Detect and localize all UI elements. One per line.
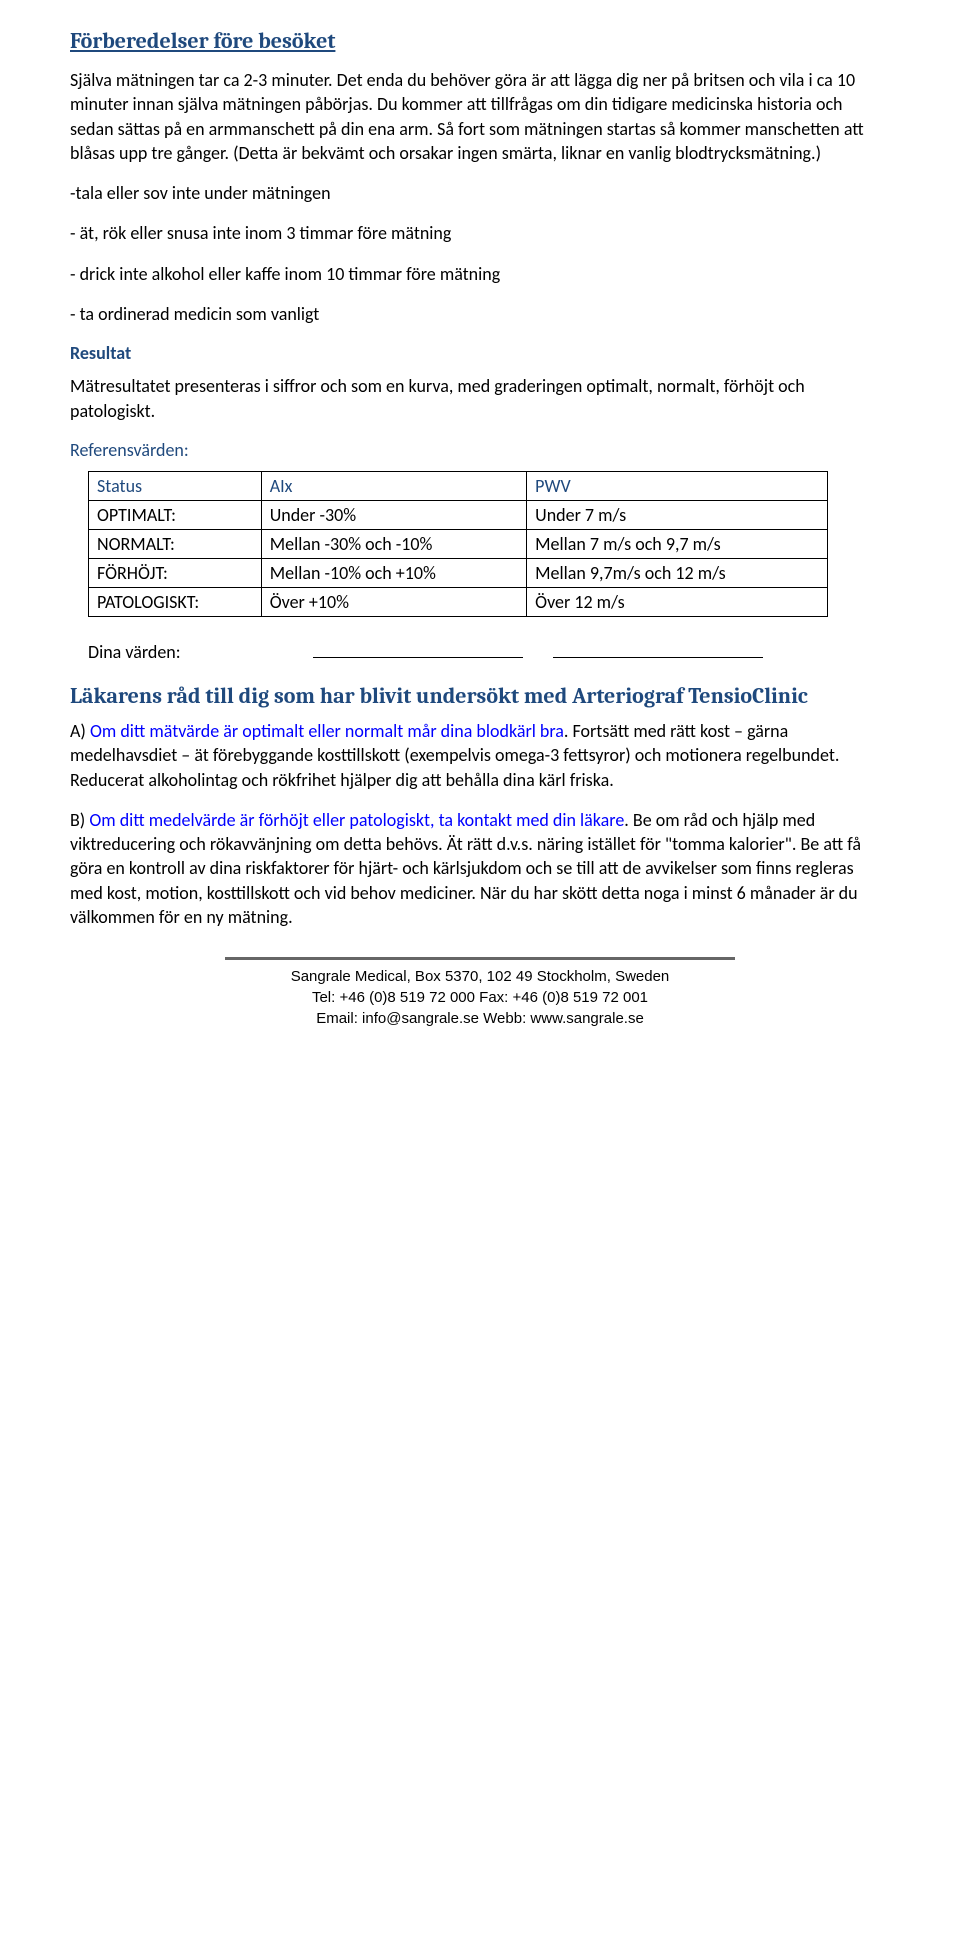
th-aix: AIx: [261, 471, 526, 500]
th-status: Status: [89, 471, 262, 500]
value-blank-2: [553, 657, 763, 658]
footer-line3: Email: info@sangrale.se Webb: www.sangra…: [70, 1008, 890, 1029]
heading-resultat: Resultat: [70, 342, 890, 364]
bullet-tala: -tala eller sov inte under mätningen: [70, 181, 890, 205]
bullet-medicin: - ta ordinerad medicin som vanligt: [70, 302, 890, 326]
para-forberedelser: Själva mätningen tar ca 2-3 minuter. Det…: [70, 68, 890, 165]
heading-forberedelser: Förberedelser före besöket: [70, 28, 890, 54]
label-referensvarden: Referensvärden:: [70, 439, 890, 461]
dina-varden-row: Dina värden:: [88, 641, 890, 663]
link-advice-b[interactable]: Om ditt medelvärde är förhöjt eller pato…: [89, 809, 624, 831]
table-row: OPTIMALT: Under -30% Under 7 m/s: [89, 500, 828, 529]
label-dina-varden: Dina värden:: [88, 641, 313, 663]
para-advice-a: A) Om ditt mätvärde är optimalt eller no…: [70, 719, 890, 792]
para-resultat: Mätresultatet presenteras i siffror och …: [70, 374, 890, 423]
value-blank-1: [313, 657, 523, 658]
footer-line2: Tel: +46 (0)8 519 72 000 Fax: +46 (0)8 5…: [70, 987, 890, 1008]
footer-separator: [225, 957, 735, 960]
footer-line1: Sangrale Medical, Box 5370, 102 49 Stock…: [70, 966, 890, 987]
para-advice-b: B) Om ditt medelvärde är förhöjt eller p…: [70, 808, 890, 929]
footer: Sangrale Medical, Box 5370, 102 49 Stock…: [70, 966, 890, 1029]
bullet-at: - ät, rök eller snusa inte inom 3 timmar…: [70, 221, 890, 245]
table-row: FÖRHÖJT: Mellan -10% och +10% Mellan 9,7…: [89, 558, 828, 587]
bullet-drick: - drick inte alkohol eller kaffe inom 10…: [70, 262, 890, 286]
th-pwv: PWV: [527, 471, 828, 500]
heading-lakarens-rad: Läkarens råd till dig som har blivit und…: [70, 683, 890, 709]
table-row: PATOLOGISKT: Över +10% Över 12 m/s: [89, 587, 828, 616]
link-advice-a[interactable]: Om ditt mätvärde är optimalt eller norma…: [90, 720, 564, 742]
table-row: NORMALT: Mellan -30% och -10% Mellan 7 m…: [89, 529, 828, 558]
reference-table: Status AIx PWV OPTIMALT: Under -30% Unde…: [88, 471, 828, 617]
